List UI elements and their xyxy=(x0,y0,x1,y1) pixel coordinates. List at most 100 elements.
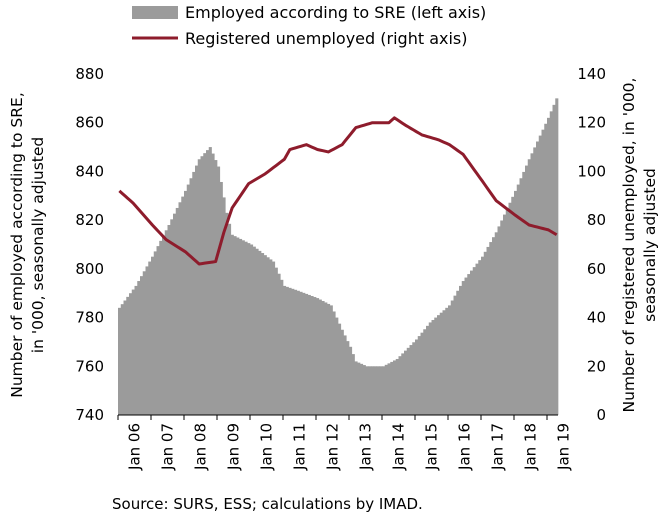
left-tick-label: 780 xyxy=(75,309,104,327)
employed-bar xyxy=(368,366,372,415)
employed-bar xyxy=(453,295,457,415)
employed-bar xyxy=(134,285,138,415)
employed-bar xyxy=(239,238,243,415)
employed-bar xyxy=(511,196,515,415)
employed-bar xyxy=(481,256,485,415)
employed-bar xyxy=(349,346,353,415)
employed-bar xyxy=(423,329,427,415)
source-note: Source: SURS, ESS; calculations by IMAD. xyxy=(112,495,423,513)
employed-bar xyxy=(142,271,146,415)
employed-bar xyxy=(503,214,507,415)
x-tick-label: Jan 06 xyxy=(126,423,144,471)
right-tick-label: 40 xyxy=(587,309,606,327)
employed-bar xyxy=(186,184,190,415)
employed-bar xyxy=(175,207,179,415)
employed-bar xyxy=(178,202,182,415)
employed-bar xyxy=(371,366,375,415)
employed-bar xyxy=(274,267,278,415)
employed-bar xyxy=(470,270,474,415)
employed-bar xyxy=(401,353,405,415)
left-axis-title-line2: in '000, seasonally adjusted xyxy=(29,137,47,353)
employed-bar xyxy=(324,302,328,415)
employed-bar xyxy=(486,246,490,415)
employed-bar xyxy=(478,260,482,415)
left-tick-label: 840 xyxy=(75,162,104,180)
employed-bar xyxy=(354,361,358,415)
employed-bar xyxy=(184,190,188,415)
employed-bar xyxy=(398,356,402,415)
left-tick-label: 860 xyxy=(75,114,104,132)
employed-bar xyxy=(464,277,468,415)
x-axis-ticks: Jan 06 Jan 07 Jan 08 Jan 09 Jan 10 Jan 11 Jan … xyxy=(117,415,573,471)
employed-bar xyxy=(519,178,523,415)
employed-bar xyxy=(192,171,196,415)
employed-bar xyxy=(126,296,130,415)
employed-bar xyxy=(236,237,240,415)
employed-bar xyxy=(206,150,210,415)
employed-bars xyxy=(118,98,559,416)
employed-bar xyxy=(123,300,127,415)
employed-bar xyxy=(261,253,265,415)
legend-label-employed: Employed according to SRE (left axis) xyxy=(185,3,486,22)
employed-bar xyxy=(159,240,163,415)
employed-bar xyxy=(382,366,386,415)
employed-bar xyxy=(379,366,383,415)
employed-bar xyxy=(376,366,380,415)
employed-bar xyxy=(181,196,185,415)
employed-bar xyxy=(173,213,177,415)
employed-bar xyxy=(164,230,168,415)
employed-bar xyxy=(222,197,226,415)
employed-bar xyxy=(118,307,122,415)
employed-bar xyxy=(200,156,204,415)
employed-bar xyxy=(489,242,493,415)
employed-bar xyxy=(552,104,556,415)
employed-bar xyxy=(456,290,460,415)
x-tick-label: Jan 09 xyxy=(225,423,243,471)
employed-bar xyxy=(409,345,413,415)
employed-bar xyxy=(217,166,221,415)
right-tick-label: 60 xyxy=(587,260,606,278)
employed-bar xyxy=(291,288,295,415)
x-tick-label: Jan 08 xyxy=(192,423,210,471)
employed-bar xyxy=(140,276,144,415)
x-tick-label: Jan 18 xyxy=(522,423,540,471)
employed-bar xyxy=(241,240,245,415)
employed-bar xyxy=(244,241,248,415)
employed-bar xyxy=(549,111,553,415)
employed-bar xyxy=(357,362,361,415)
left-axis-ticks: 740 760 780 800 820 840 860 880 xyxy=(75,65,104,424)
employed-bar xyxy=(153,251,157,415)
employed-bar xyxy=(500,220,504,415)
employed-bar xyxy=(538,135,542,415)
employed-bar xyxy=(492,237,496,415)
employed-bar xyxy=(527,159,531,415)
left-tick-label: 880 xyxy=(75,65,104,83)
employed-bar xyxy=(189,178,193,415)
employed-bar xyxy=(505,208,509,415)
employed-bar xyxy=(329,305,333,415)
employed-bar xyxy=(208,147,212,415)
employed-bar xyxy=(299,291,303,415)
employed-bar xyxy=(360,363,364,415)
employed-bar xyxy=(461,281,465,415)
employed-bar xyxy=(483,251,487,415)
right-axis-ticks: 0 20 40 60 80 100 120 140 xyxy=(577,65,606,424)
employed-bar xyxy=(365,366,369,415)
employed-bar xyxy=(340,329,344,415)
left-tick-label: 740 xyxy=(75,406,104,424)
employed-bar xyxy=(296,290,300,415)
employed-bar xyxy=(269,259,273,415)
employed-bar xyxy=(428,322,432,415)
employed-bar xyxy=(156,246,160,415)
employed-bar xyxy=(494,232,498,415)
employed-bar xyxy=(514,190,518,415)
employed-bar xyxy=(266,257,270,415)
employed-bar xyxy=(214,160,218,415)
employed-bar xyxy=(541,129,545,416)
employed-bar xyxy=(302,292,306,415)
x-tick-label: Jan 19 xyxy=(555,423,573,471)
employed-bar xyxy=(167,225,171,415)
employed-bar xyxy=(318,299,322,415)
employed-bar xyxy=(384,364,388,415)
